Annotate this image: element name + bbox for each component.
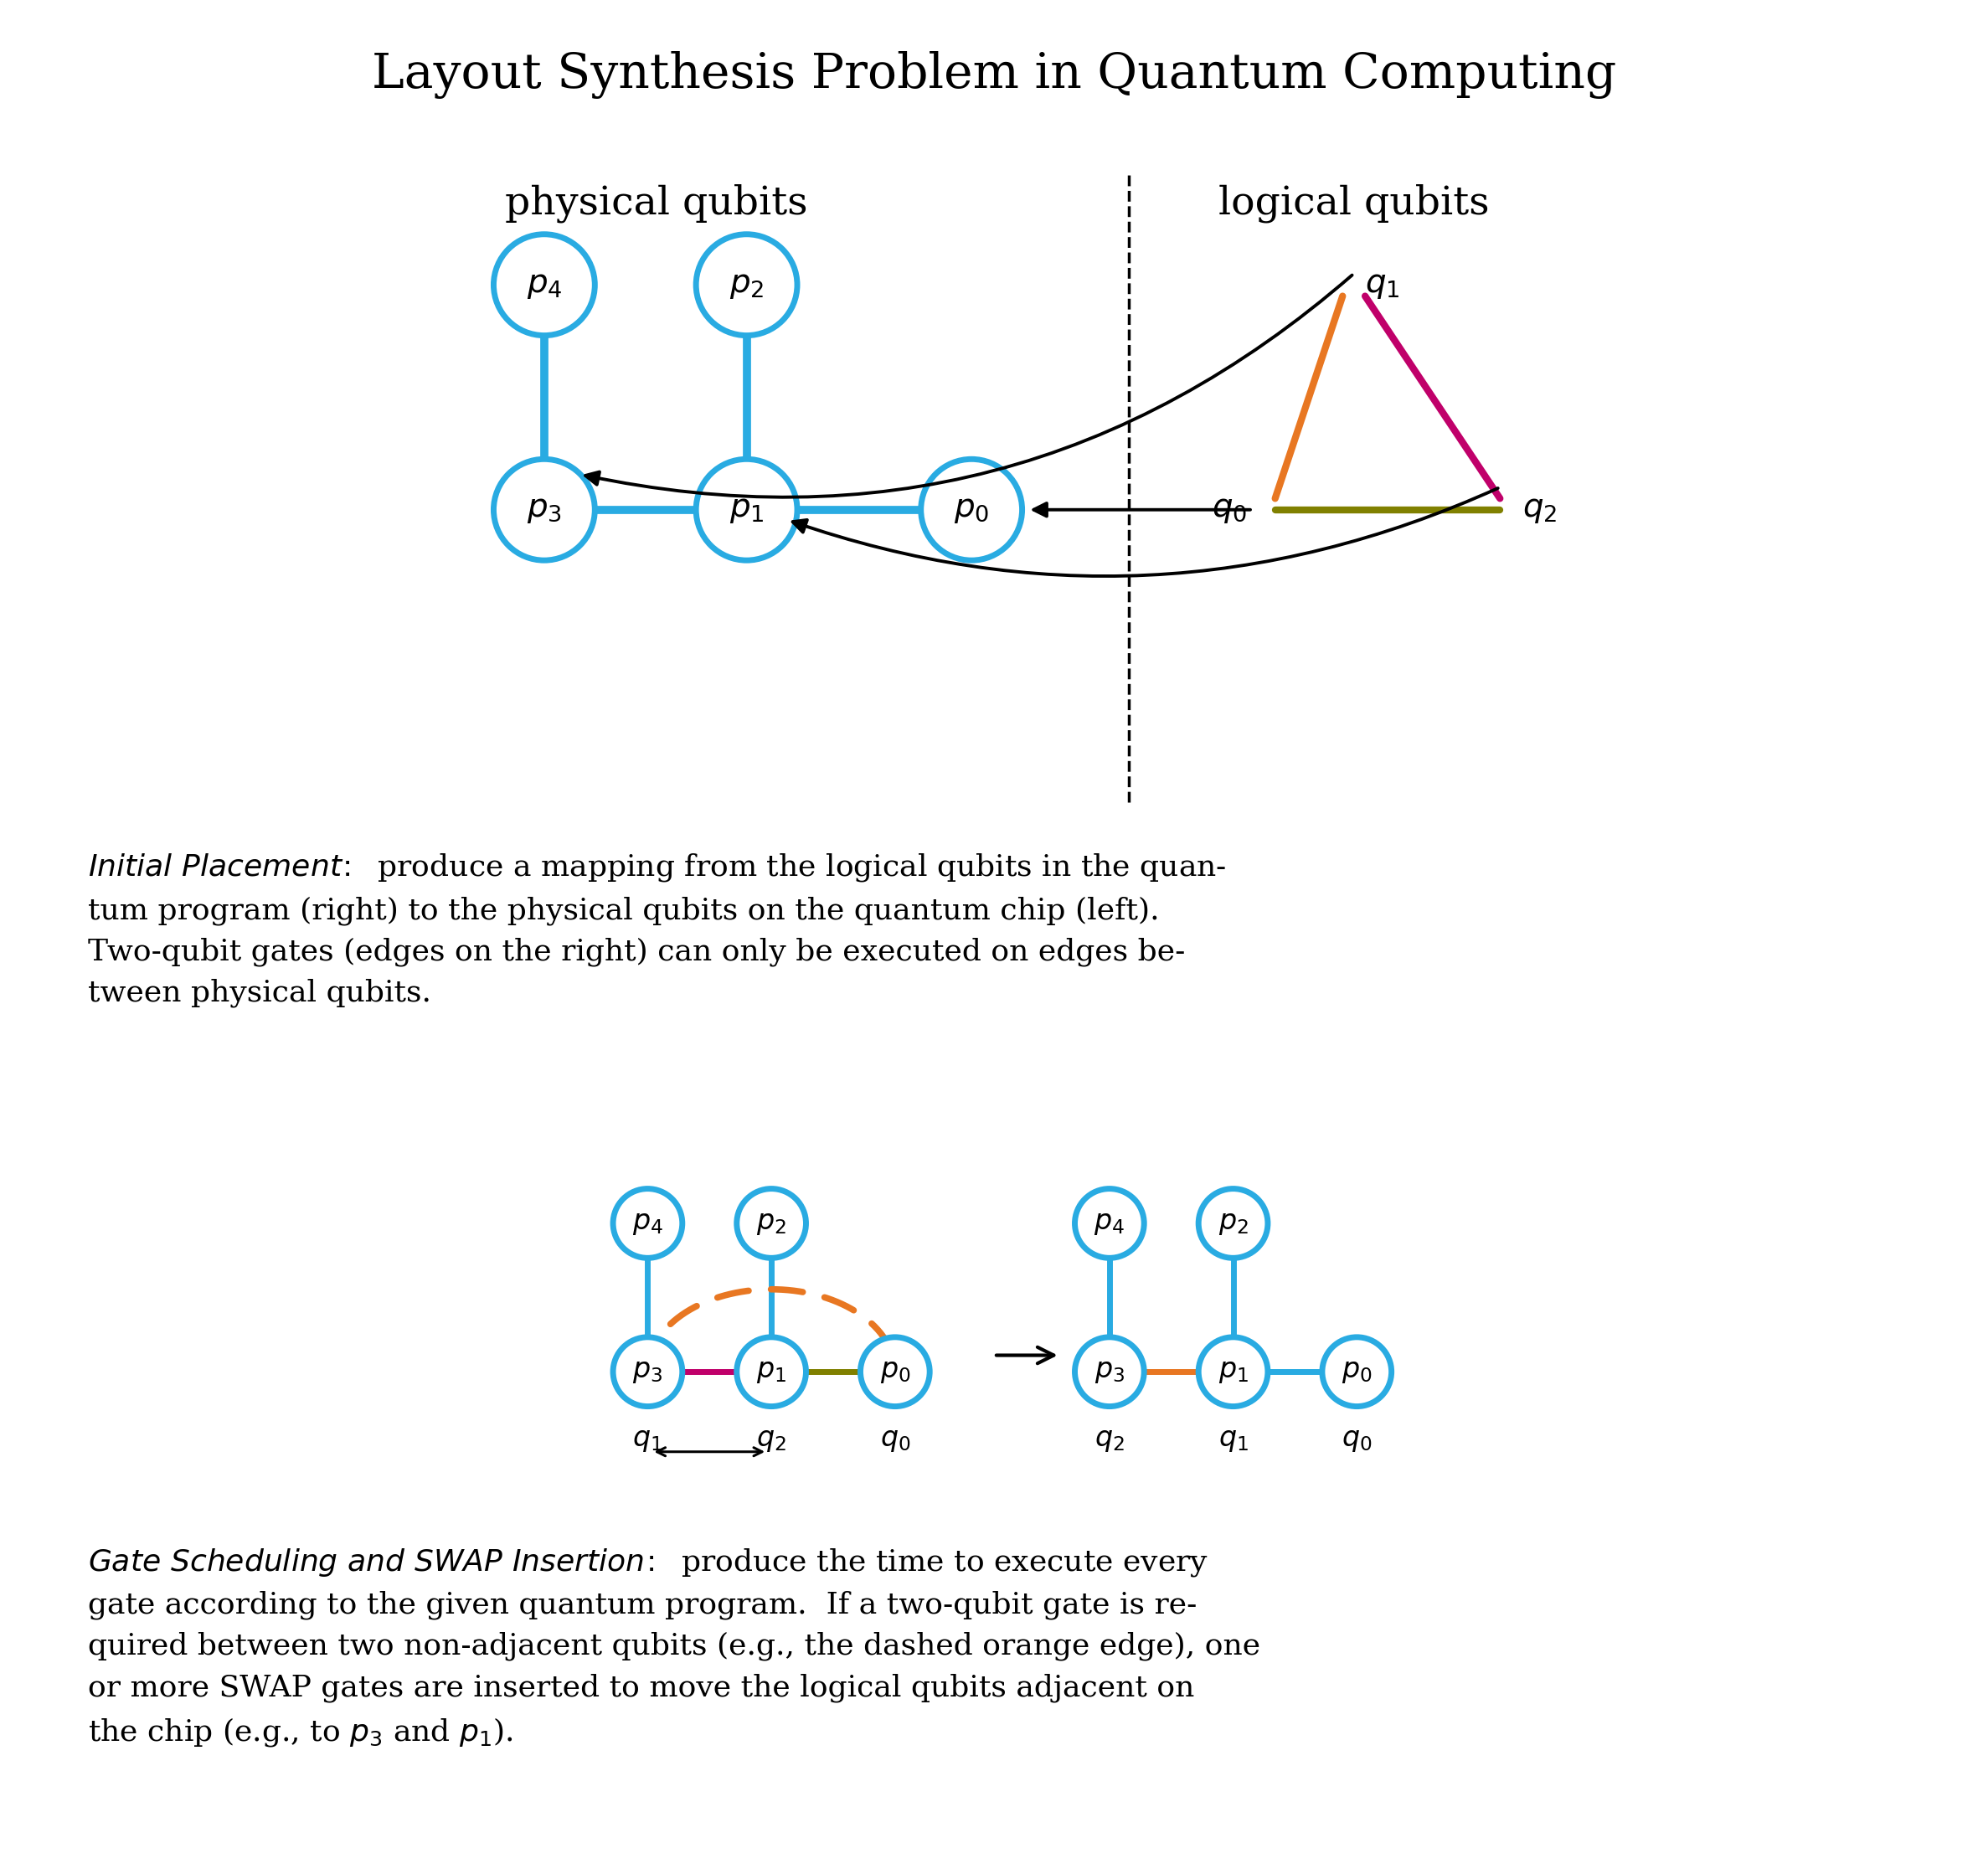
Circle shape bbox=[493, 234, 594, 335]
Text: $p_0$: $p_0$ bbox=[954, 495, 990, 525]
Text: $q_2$: $q_2$ bbox=[1523, 495, 1557, 525]
Text: logical qubits: logical qubits bbox=[1219, 184, 1489, 223]
Text: $p_3$: $p_3$ bbox=[632, 1359, 662, 1385]
Circle shape bbox=[696, 234, 797, 335]
Text: $p_4$: $p_4$ bbox=[527, 270, 563, 300]
Circle shape bbox=[1322, 1338, 1392, 1406]
Text: Layout Synthesis Problem in Quantum Computing: Layout Synthesis Problem in Quantum Comp… bbox=[372, 51, 1616, 99]
Circle shape bbox=[493, 459, 594, 560]
Text: physical qubits: physical qubits bbox=[505, 184, 807, 223]
Circle shape bbox=[1199, 1338, 1268, 1406]
Text: $p_4$: $p_4$ bbox=[632, 1211, 664, 1237]
Text: $q_0$: $q_0$ bbox=[1342, 1426, 1372, 1454]
Text: $p_3$: $p_3$ bbox=[527, 495, 563, 525]
Circle shape bbox=[1199, 1188, 1268, 1257]
Text: $q_2$: $q_2$ bbox=[755, 1426, 787, 1454]
FancyArrowPatch shape bbox=[586, 275, 1352, 497]
Circle shape bbox=[612, 1188, 682, 1257]
Text: $p_1$: $p_1$ bbox=[1219, 1359, 1248, 1385]
Circle shape bbox=[738, 1338, 805, 1406]
Circle shape bbox=[920, 459, 1022, 560]
Text: $\mathit{Initial\ Placement\!:}$  produce a mapping from the logical qubits in t: $\mathit{Initial\ Placement\!:}$ produce… bbox=[87, 851, 1227, 1008]
FancyArrowPatch shape bbox=[996, 1347, 1054, 1364]
Text: $p_0$: $p_0$ bbox=[1342, 1359, 1372, 1385]
Text: $p_1$: $p_1$ bbox=[730, 495, 763, 525]
Text: $\mathit{Gate\ Scheduling\ and\ SWAP\ Insertion\!:}$  produce the time to execut: $\mathit{Gate\ Scheduling\ and\ SWAP\ In… bbox=[87, 1546, 1260, 1748]
Text: $p_1$: $p_1$ bbox=[755, 1359, 787, 1385]
Circle shape bbox=[696, 459, 797, 560]
Text: $p_2$: $p_2$ bbox=[755, 1211, 787, 1237]
Text: $q_1$: $q_1$ bbox=[1366, 270, 1400, 300]
Text: $q_1$: $q_1$ bbox=[632, 1426, 662, 1454]
Circle shape bbox=[1076, 1188, 1143, 1257]
FancyArrowPatch shape bbox=[793, 489, 1497, 575]
Circle shape bbox=[738, 1188, 805, 1257]
Text: $q_1$: $q_1$ bbox=[1219, 1426, 1248, 1454]
Text: $p_2$: $p_2$ bbox=[1219, 1211, 1248, 1237]
Text: $p_4$: $p_4$ bbox=[1093, 1211, 1125, 1237]
Text: $p_0$: $p_0$ bbox=[881, 1359, 911, 1385]
Text: $p_3$: $p_3$ bbox=[1093, 1359, 1125, 1385]
Text: $q_0$: $q_0$ bbox=[881, 1426, 911, 1454]
Circle shape bbox=[612, 1338, 682, 1406]
Text: $q_2$: $q_2$ bbox=[1095, 1426, 1125, 1454]
Text: $p_2$: $p_2$ bbox=[730, 270, 763, 300]
Circle shape bbox=[861, 1338, 930, 1406]
Text: $q_0$: $q_0$ bbox=[1213, 495, 1246, 525]
Circle shape bbox=[1076, 1338, 1143, 1406]
FancyArrowPatch shape bbox=[1034, 504, 1250, 515]
